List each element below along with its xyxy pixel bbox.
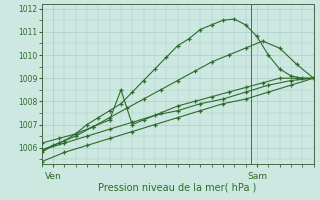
X-axis label: Pression niveau de la mer( hPa ): Pression niveau de la mer( hPa ) xyxy=(99,182,257,192)
